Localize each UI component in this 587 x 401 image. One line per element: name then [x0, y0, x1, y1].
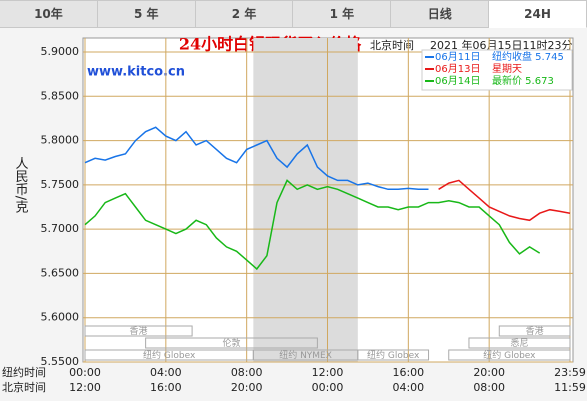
session-label: 纽约 Globex	[367, 349, 420, 361]
session-label: 纽约 Globex	[143, 349, 196, 361]
watermark: www.kitco.cn	[87, 65, 185, 80]
x-tick-label: 00:00	[69, 366, 101, 379]
legend-name: 06月14日	[435, 75, 480, 87]
session-bar	[357, 349, 430, 361]
x-tick-label-beijing: 04:00	[392, 381, 424, 394]
x-tick-label-beijing: 11:59	[554, 381, 586, 394]
tab[interactable]: 10年	[0, 0, 98, 28]
session-highlight	[253, 38, 358, 362]
tab[interactable]: 日线	[391, 0, 490, 28]
series-line	[438, 179, 571, 222]
x-tick-label: 20:00	[473, 366, 505, 379]
y-tick-label: 5.8500	[41, 89, 80, 102]
session-label: 纽约 Globex	[483, 349, 536, 361]
y-tick-label: 5.6500	[41, 266, 80, 279]
session-bar	[145, 337, 318, 349]
session-label: 香港	[130, 325, 148, 337]
y-tick-label: 5.7500	[41, 178, 80, 191]
legend-note: 纽约收盘 5.745	[492, 50, 564, 63]
y-tick-label: 5.8000	[41, 134, 80, 147]
x-tick-label-beijing: 20:00	[231, 381, 263, 394]
y-axis-label: 人民币/克	[13, 157, 29, 215]
session-bar	[468, 337, 571, 349]
session-label: 纽约 NYMEX	[279, 349, 332, 361]
x-tick-label: 08:00	[231, 366, 263, 379]
series-line	[84, 179, 541, 271]
tab[interactable]: 1 年	[293, 0, 392, 28]
legend-note: 星期天	[492, 63, 522, 75]
y-tick-label: 5.5500	[41, 355, 80, 368]
tab[interactable]: 2 年	[195, 0, 294, 28]
chart: 24小时白银现货买入价格 北京时间 2021 年06月15日11时23分 www…	[2, 35, 586, 395]
x-row-label: 纽约时间	[2, 365, 46, 379]
legend-name: 06月13日	[435, 63, 480, 75]
session-label: 悉尼	[510, 337, 528, 349]
y-tick-label: 5.6000	[41, 311, 80, 324]
x-tick-label-beijing: 00:00	[312, 381, 344, 394]
tab[interactable]: 5 年	[97, 0, 196, 28]
session-bar	[498, 325, 571, 337]
timestamp: 2021 年06月15日11时23分	[430, 38, 572, 52]
tab[interactable]: 24H	[489, 0, 587, 28]
x-tick-label: 23:59	[554, 366, 586, 379]
session-bar	[448, 349, 571, 361]
y-tick-label: 5.9000	[41, 45, 80, 58]
session-bar	[84, 325, 193, 337]
time-zone-label: 北京时间	[370, 38, 414, 52]
legend-note: 最新价 5.673	[492, 74, 554, 87]
legend-name: 06月11日	[435, 51, 480, 63]
x-tick-label: 16:00	[392, 366, 424, 379]
y-tick-label: 5.7000	[41, 222, 80, 235]
x-row-label: 北京时间	[2, 380, 46, 394]
session-label: 伦敦	[223, 337, 241, 349]
series-line	[84, 126, 429, 191]
x-tick-label-beijing: 16:00	[150, 381, 182, 394]
legend-box	[421, 49, 573, 91]
x-tick-label-beijing: 08:00	[473, 381, 505, 394]
x-tick-label: 12:00	[312, 366, 344, 379]
x-tick-label: 04:00	[150, 366, 182, 379]
x-tick-label-beijing: 12:00	[69, 381, 101, 394]
session-label: 香港	[526, 325, 544, 337]
